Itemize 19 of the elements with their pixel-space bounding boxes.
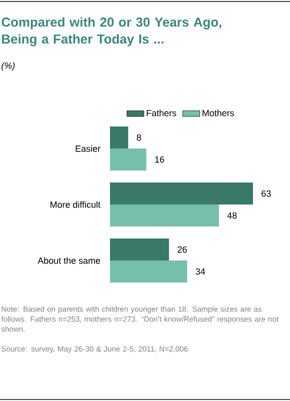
data-label: 8 — [136, 134, 141, 141]
data-label: 48 — [227, 212, 237, 219]
bar — [110, 238, 170, 261]
y-tick-label: Easier — [76, 145, 100, 152]
y-tick-label: About the same — [38, 257, 100, 264]
bar — [110, 182, 253, 205]
data-label: 63 — [262, 190, 271, 197]
bar — [110, 260, 188, 283]
text: (%) — [2, 62, 15, 71]
legend-label: Fathers — [146, 110, 176, 116]
legend-label: Mothers — [202, 110, 234, 116]
chart-title: Compared with 20 or 30 Years Ago, Being a Father Today Is ... — [2, 17, 222, 46]
data-label: 16 — [155, 156, 164, 163]
bar — [110, 126, 128, 149]
bar — [110, 148, 146, 171]
bar — [110, 204, 219, 227]
data-label: 26 — [178, 246, 187, 253]
data-label: 34 — [196, 268, 206, 275]
y-tick-label: More difficult — [50, 201, 100, 208]
